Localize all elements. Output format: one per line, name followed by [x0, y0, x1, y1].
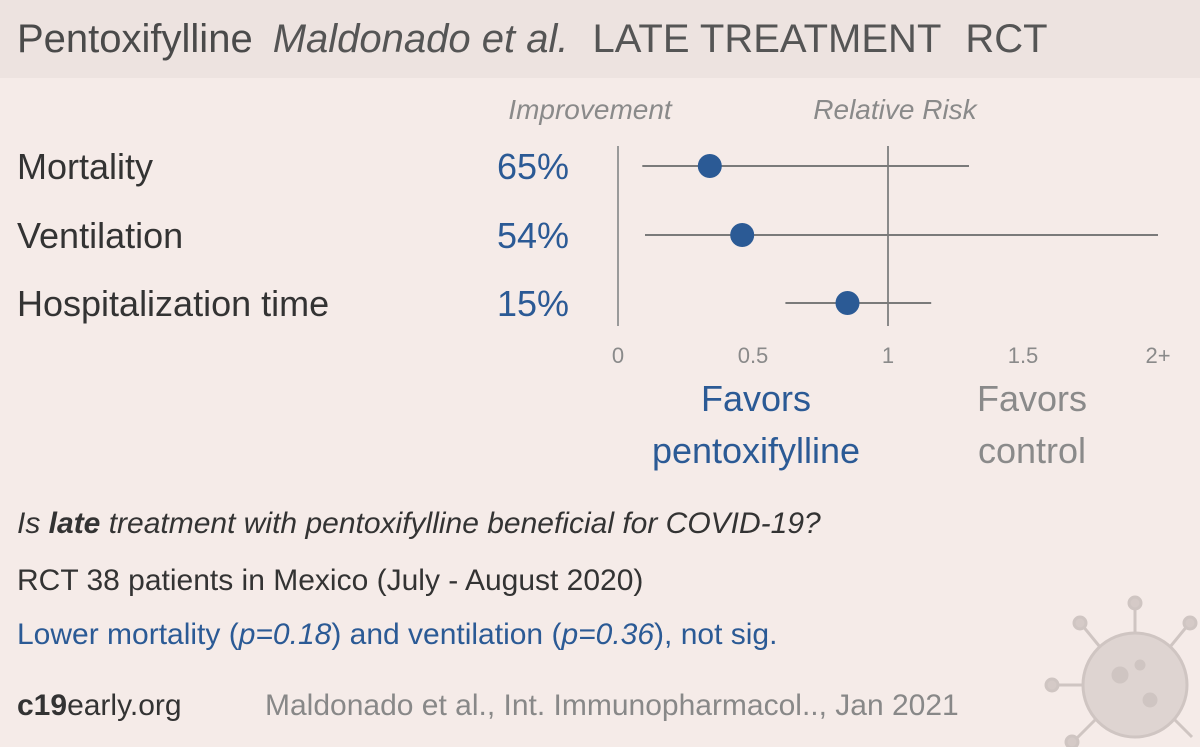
plot-layer: Mortality 65% Ventilation 54% Hospitalizatio… [17, 146, 1171, 471]
tick-label: 0.5 [738, 343, 769, 368]
question-prefix: Is [17, 507, 49, 540]
page-title: Pentoxifylline Maldonado et al. LATE TREAT… [17, 14, 1048, 64]
favors-treatment-label: Favors [701, 378, 811, 419]
question-line: Is late treatment with pentoxifylline be… [17, 506, 821, 542]
relative-risk-column-header: Relative Risk [813, 94, 978, 125]
effect-point [730, 223, 755, 247]
summary-a: Lower mortality ( [17, 618, 239, 651]
brand-bold: c19 [17, 689, 68, 722]
tick-label: 2+ [1145, 343, 1170, 368]
improvement-value: 54% [497, 215, 569, 256]
summary-p2: p=0.36 [561, 618, 655, 651]
improvement-value: 65% [497, 146, 569, 187]
question-suffix: treatment with pentoxifylline beneficial… [100, 507, 821, 540]
favors-treatment-label: pentoxifylline [652, 430, 860, 471]
summary-p1: p=0.18 [238, 618, 332, 651]
outcome-label: Ventilation [17, 215, 183, 256]
improvement-column-header: Improvement [508, 94, 673, 125]
effect-point [835, 291, 860, 315]
outcome-label: Mortality [17, 146, 153, 187]
forest-plot: Improvement Relative Risk Mortality 65% Ve… [17, 94, 1171, 471]
summary-line: Lower mortality (p=0.18) and ventilation… [17, 617, 777, 653]
title-stage: LATE TREATMENT [592, 17, 942, 61]
virus-icon [1044, 595, 1198, 747]
title-drug: Pentoxifylline [17, 17, 253, 61]
effect-point [697, 154, 722, 178]
favors-control-label: control [978, 430, 1086, 471]
improvement-value: 15% [497, 283, 569, 324]
tick-label: 0 [612, 343, 624, 368]
summary-b: ) and ventilation ( [331, 618, 562, 651]
site-brand[interactable]: c19early.org [17, 688, 182, 724]
brand-rest: early.org [67, 689, 182, 722]
header-band: Pentoxifylline Maldonado et al. LATE TREAT… [0, 0, 1200, 78]
tick-label: 1.5 [1008, 343, 1039, 368]
study-design-line: RCT 38 patients in Mexico (July - August… [17, 564, 644, 597]
tick-label: 1 [882, 343, 894, 368]
citation: Maldonado et al., Int. Immunopharmacol..… [265, 689, 959, 722]
favors-control-label: Favors [977, 378, 1087, 419]
question-bold: late [48, 507, 101, 540]
title-author: Maldonado et al. [272, 17, 569, 61]
outcome-label: Hospitalization time [17, 283, 329, 324]
summary-c: ), not sig. [654, 618, 778, 651]
title-design: RCT [965, 17, 1048, 61]
